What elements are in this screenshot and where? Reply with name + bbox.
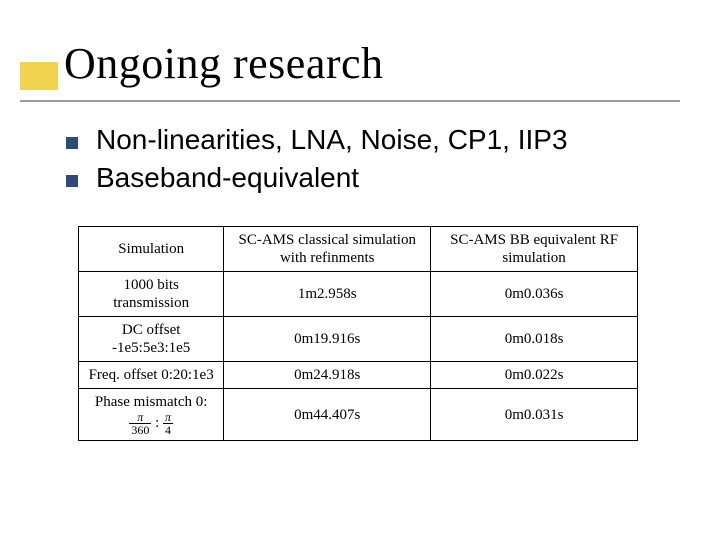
- cell-value: 0m0.031s: [431, 389, 638, 441]
- row-label: Phase mismatch 0: π360 : π4: [79, 389, 224, 441]
- fraction: π360: [129, 411, 151, 436]
- bullet-square-icon: [66, 137, 78, 149]
- cell-value: 0m0.036s: [431, 272, 638, 317]
- bullet-square-icon: [66, 175, 78, 187]
- bullet-item: Baseband-equivalent: [66, 162, 686, 194]
- row-label: DC offset -1e5:5e3:1e5: [79, 317, 224, 362]
- header-cell-simulation: Simulation: [79, 227, 224, 272]
- fraction: π4: [163, 411, 173, 436]
- cell-value: 0m19.916s: [224, 317, 431, 362]
- table-header-row: Simulation SC-AMS classical simulation w…: [79, 227, 638, 272]
- cell-value: 0m24.918s: [224, 362, 431, 389]
- row-label: Freq. offset 0:20:1e3: [79, 362, 224, 389]
- slide-title: Ongoing research: [20, 38, 700, 89]
- bullet-text: Non-linearities, LNA, Noise, CP1, IIP3: [96, 124, 568, 156]
- cell-value: 0m0.018s: [431, 317, 638, 362]
- results-table-wrap: Simulation SC-AMS classical simulation w…: [78, 226, 638, 441]
- row-label: 1000 bits transmission: [79, 272, 224, 317]
- header-cell-bb-equiv: SC-AMS BB equivalent RF simulation: [431, 227, 638, 272]
- title-rule: [20, 100, 680, 102]
- bullet-text: Baseband-equivalent: [96, 162, 359, 194]
- header-cell-classical: SC-AMS classical simulation with refinme…: [224, 227, 431, 272]
- table-row: Freq. offset 0:20:1e3 0m24.918s 0m0.022s: [79, 362, 638, 389]
- title-block: Ongoing research: [20, 38, 700, 89]
- bullet-list: Non-linearities, LNA, Noise, CP1, IIP3 B…: [66, 124, 686, 200]
- bullet-item: Non-linearities, LNA, Noise, CP1, IIP3: [66, 124, 686, 156]
- cell-value: 1m2.958s: [224, 272, 431, 317]
- table-row: DC offset -1e5:5e3:1e5 0m19.916s 0m0.018…: [79, 317, 638, 362]
- cell-value: 0m44.407s: [224, 389, 431, 441]
- table-row: Phase mismatch 0: π360 : π4 0m44.407s 0m…: [79, 389, 638, 441]
- results-table: Simulation SC-AMS classical simulation w…: [78, 226, 638, 441]
- slide: Ongoing research Non-linearities, LNA, N…: [0, 0, 720, 540]
- cell-value: 0m0.022s: [431, 362, 638, 389]
- table-row: 1000 bits transmission 1m2.958s 0m0.036s: [79, 272, 638, 317]
